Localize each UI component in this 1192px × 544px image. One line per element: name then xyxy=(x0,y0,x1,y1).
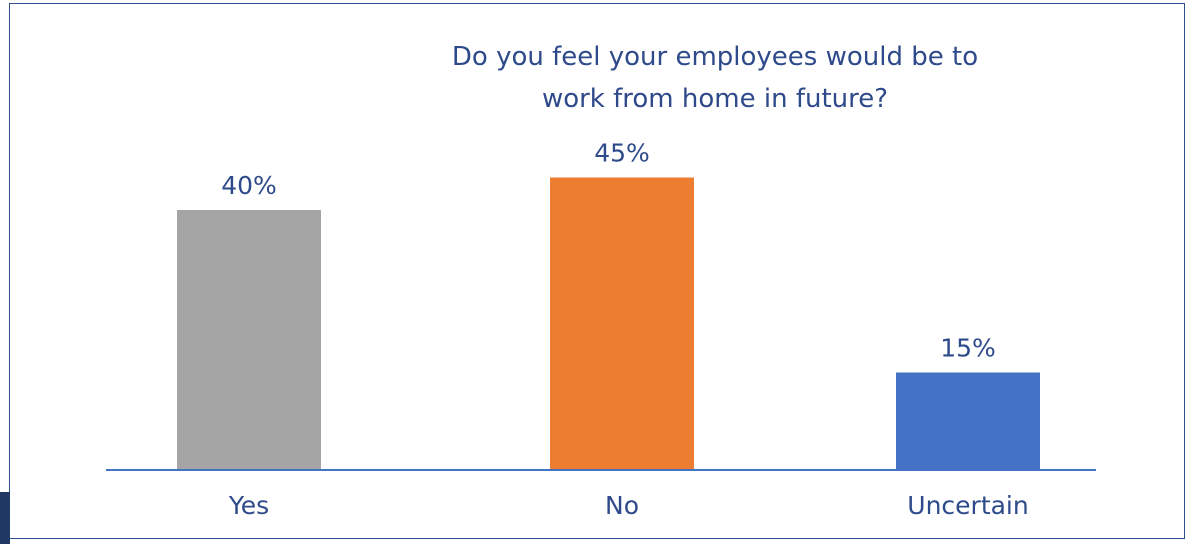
chart-title-line-2: work from home in future? xyxy=(542,84,888,114)
side-accent-block xyxy=(0,492,10,544)
bar-no xyxy=(550,177,694,470)
value-label-no: 45% xyxy=(594,139,650,168)
chart-title-line-1: Do you feel your employees would be to xyxy=(452,42,978,72)
category-label-yes: Yes xyxy=(228,491,269,520)
chart-frame xyxy=(9,3,1185,539)
bars-group xyxy=(177,177,1040,470)
labels-group: 40% Yes 45% No 15% Uncertain xyxy=(221,139,1029,521)
category-label-no: No xyxy=(605,491,639,520)
bar-yes xyxy=(177,210,321,470)
value-label-yes: 40% xyxy=(221,171,277,200)
value-label-uncertain: 15% xyxy=(940,334,996,363)
bar-uncertain xyxy=(896,372,1040,470)
category-label-uncertain: Uncertain xyxy=(907,491,1028,520)
